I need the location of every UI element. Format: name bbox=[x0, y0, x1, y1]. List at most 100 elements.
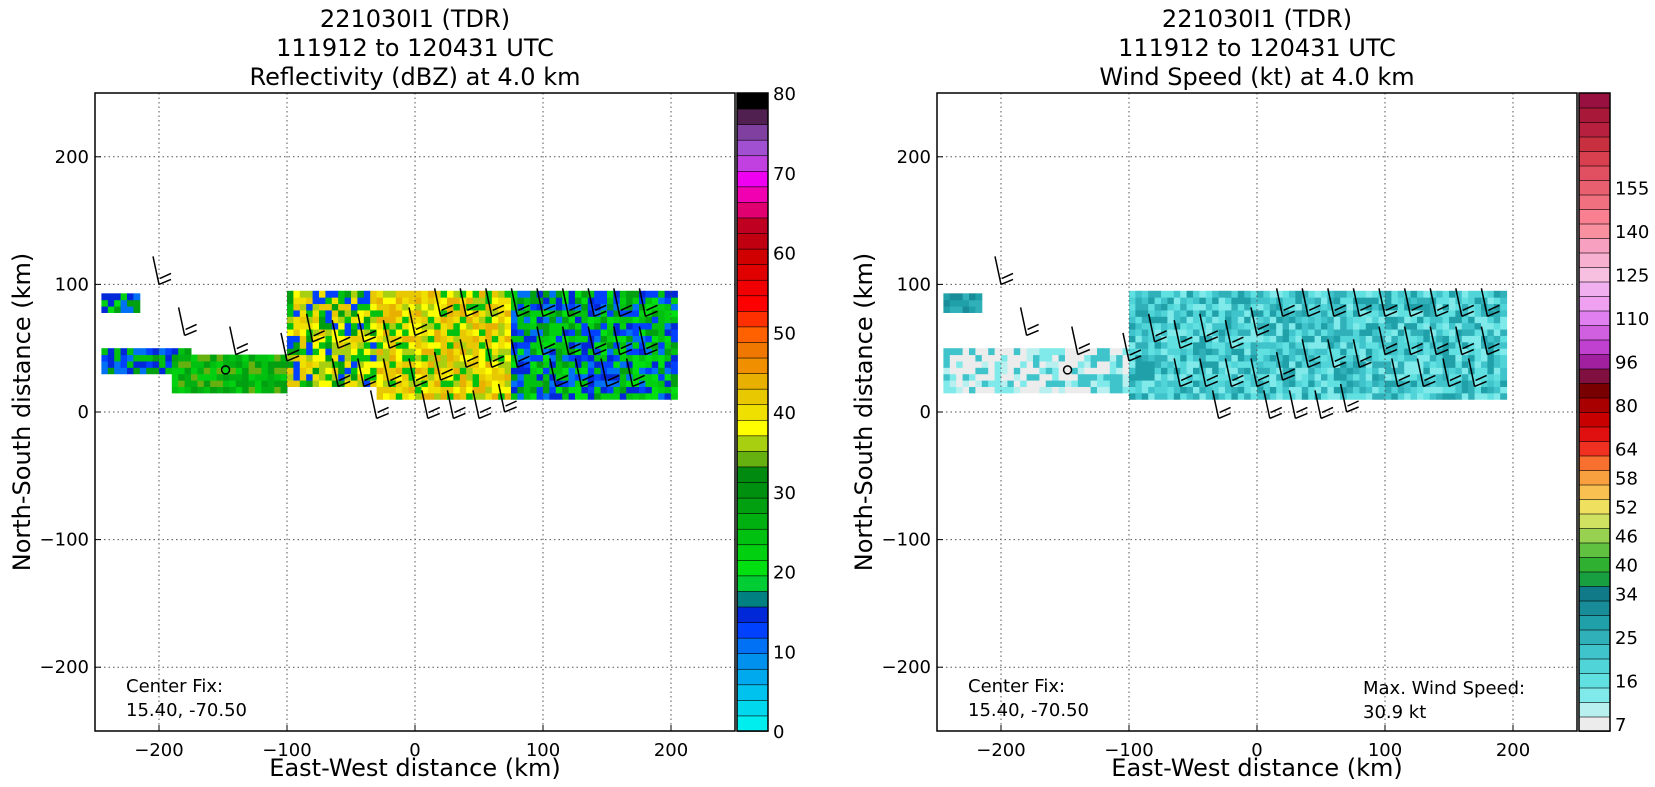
data-cell bbox=[1193, 316, 1200, 324]
wind-barb-shaft bbox=[1480, 288, 1489, 317]
data-cell bbox=[1295, 386, 1303, 394]
wind-barb-shaft bbox=[1327, 288, 1335, 317]
data-cell bbox=[1071, 373, 1079, 381]
colorbar-tick-label: 25 bbox=[1615, 628, 1638, 649]
wind-barb bbox=[459, 288, 479, 317]
data-cell bbox=[1346, 373, 1354, 381]
data-cell bbox=[639, 367, 646, 375]
data-cell bbox=[1250, 322, 1258, 330]
data-cell bbox=[523, 373, 531, 381]
data-cell bbox=[1161, 386, 1168, 394]
data-cell bbox=[1493, 297, 1501, 305]
colorbar-bin bbox=[736, 668, 769, 686]
data-cell bbox=[1033, 348, 1040, 356]
data-cell bbox=[1244, 392, 1252, 400]
colorbar-bin bbox=[1578, 252, 1611, 268]
data-cell bbox=[1391, 329, 1399, 336]
data-cell bbox=[658, 329, 666, 336]
wind-barb bbox=[1301, 288, 1321, 317]
wind-barb-flag bbox=[518, 355, 530, 363]
data-cell bbox=[543, 367, 550, 375]
wind-barb-shaft bbox=[1429, 288, 1437, 317]
data-cell bbox=[1244, 386, 1252, 394]
data-cell bbox=[962, 380, 970, 387]
data-cell bbox=[1340, 335, 1348, 343]
data-cell bbox=[1193, 341, 1200, 349]
colorbar-bin bbox=[736, 372, 769, 390]
data-cell bbox=[1321, 303, 1328, 311]
wind-barb bbox=[1263, 390, 1283, 420]
data-cell bbox=[639, 329, 646, 336]
center-fix-label: Center Fix: bbox=[126, 676, 223, 697]
data-cell bbox=[363, 354, 371, 362]
data-cell bbox=[1129, 354, 1136, 362]
data-cell bbox=[216, 360, 224, 368]
data-cell bbox=[485, 335, 493, 343]
data-cell bbox=[1020, 354, 1028, 362]
data-cell bbox=[338, 380, 346, 387]
data-cell bbox=[1397, 392, 1405, 400]
data-cell bbox=[1263, 341, 1271, 349]
data-cell bbox=[402, 297, 410, 305]
data-cell bbox=[1500, 335, 1508, 343]
data-cell bbox=[293, 309, 301, 317]
data-cell bbox=[1397, 309, 1405, 317]
data-cell bbox=[1167, 348, 1175, 356]
wind-barb bbox=[1250, 358, 1270, 388]
data-cell bbox=[1500, 297, 1508, 305]
data-cell bbox=[427, 348, 435, 356]
data-cell bbox=[1353, 360, 1360, 368]
data-cell bbox=[389, 348, 397, 356]
data-cell bbox=[1500, 303, 1508, 311]
data-cell bbox=[632, 392, 640, 400]
data-cell bbox=[1263, 335, 1271, 343]
data-cell bbox=[1282, 360, 1290, 368]
wind-barb-flag bbox=[478, 412, 492, 420]
data-cell bbox=[1333, 360, 1341, 368]
data-cell bbox=[1289, 354, 1296, 362]
data-cell bbox=[1276, 309, 1284, 317]
data-cell bbox=[1461, 303, 1469, 311]
data-cell bbox=[306, 303, 314, 311]
data-cell bbox=[1250, 380, 1258, 387]
data-cell bbox=[671, 360, 678, 368]
wind-barb-shaft bbox=[1173, 358, 1181, 387]
wind-barb-flag bbox=[491, 310, 505, 317]
data-cell bbox=[1231, 354, 1239, 362]
data-cell bbox=[1237, 303, 1245, 311]
wind-barb bbox=[485, 288, 505, 317]
wind-barb bbox=[638, 288, 658, 317]
data-cell bbox=[1218, 322, 1226, 330]
data-cell bbox=[1250, 303, 1258, 311]
data-cell bbox=[1461, 392, 1469, 400]
data-cell bbox=[120, 360, 128, 368]
data-cell bbox=[261, 386, 269, 394]
data-cell bbox=[536, 322, 544, 330]
wind-barb-flag bbox=[1487, 348, 1500, 356]
data-cell bbox=[351, 309, 358, 317]
data-cell bbox=[1186, 348, 1194, 356]
data-cell bbox=[389, 386, 397, 394]
data-cell bbox=[1129, 367, 1136, 375]
data-cell bbox=[594, 341, 602, 349]
data-cell bbox=[1225, 341, 1232, 349]
data-cell bbox=[1244, 341, 1252, 349]
wind-barb-shaft bbox=[1314, 390, 1322, 419]
data-cell bbox=[1301, 367, 1309, 375]
data-cell bbox=[543, 290, 550, 298]
data-cell bbox=[613, 392, 621, 400]
data-cell bbox=[485, 386, 493, 394]
data-cell bbox=[988, 380, 996, 387]
data-cell bbox=[133, 348, 141, 356]
data-cell bbox=[619, 322, 627, 330]
data-cell bbox=[1141, 316, 1149, 324]
data-cell bbox=[645, 373, 653, 381]
data-cell bbox=[1122, 367, 1130, 375]
data-cell bbox=[1327, 316, 1335, 324]
data-cell bbox=[133, 306, 141, 313]
data-cell bbox=[351, 348, 358, 356]
data-cell bbox=[447, 360, 454, 368]
wind-barb-flag bbox=[1461, 310, 1475, 317]
data-cell bbox=[312, 290, 320, 298]
data-cell bbox=[1333, 354, 1341, 362]
